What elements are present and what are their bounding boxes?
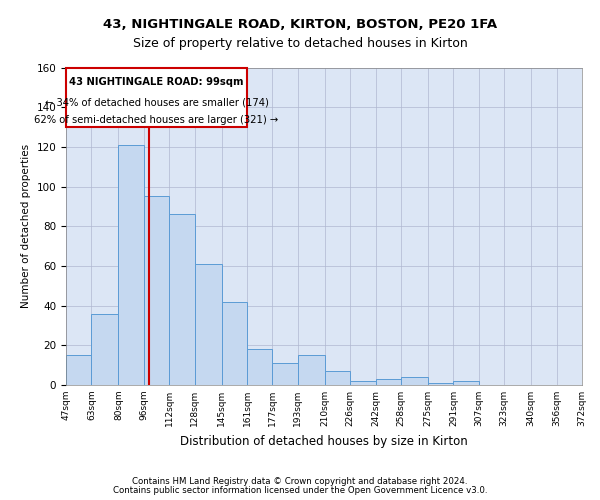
Bar — [91, 314, 118, 385]
Bar — [66, 355, 91, 385]
Bar — [298, 355, 325, 385]
Y-axis label: Number of detached properties: Number of detached properties — [21, 144, 31, 308]
Bar — [144, 196, 169, 385]
Bar — [454, 381, 479, 385]
FancyBboxPatch shape — [66, 68, 247, 127]
Text: 62% of semi-detached houses are larger (321) →: 62% of semi-detached houses are larger (… — [34, 115, 278, 125]
X-axis label: Distribution of detached houses by size in Kirton: Distribution of detached houses by size … — [180, 434, 468, 448]
Bar — [169, 214, 194, 385]
Bar — [428, 383, 454, 385]
Bar — [247, 350, 272, 385]
Bar — [401, 377, 428, 385]
Bar — [325, 371, 350, 385]
Text: 43 NIGHTINGALE ROAD: 99sqm: 43 NIGHTINGALE ROAD: 99sqm — [69, 78, 244, 88]
Bar — [194, 264, 221, 385]
Bar — [376, 379, 401, 385]
Text: Contains public sector information licensed under the Open Government Licence v3: Contains public sector information licen… — [113, 486, 487, 495]
Text: ← 34% of detached houses are smaller (174): ← 34% of detached houses are smaller (17… — [44, 98, 268, 108]
Text: 43, NIGHTINGALE ROAD, KIRTON, BOSTON, PE20 1FA: 43, NIGHTINGALE ROAD, KIRTON, BOSTON, PE… — [103, 18, 497, 30]
Bar — [221, 302, 247, 385]
Bar — [350, 381, 376, 385]
Text: Contains HM Land Registry data © Crown copyright and database right 2024.: Contains HM Land Registry data © Crown c… — [132, 477, 468, 486]
Bar — [118, 145, 144, 385]
Bar — [272, 363, 298, 385]
Text: Size of property relative to detached houses in Kirton: Size of property relative to detached ho… — [133, 38, 467, 51]
